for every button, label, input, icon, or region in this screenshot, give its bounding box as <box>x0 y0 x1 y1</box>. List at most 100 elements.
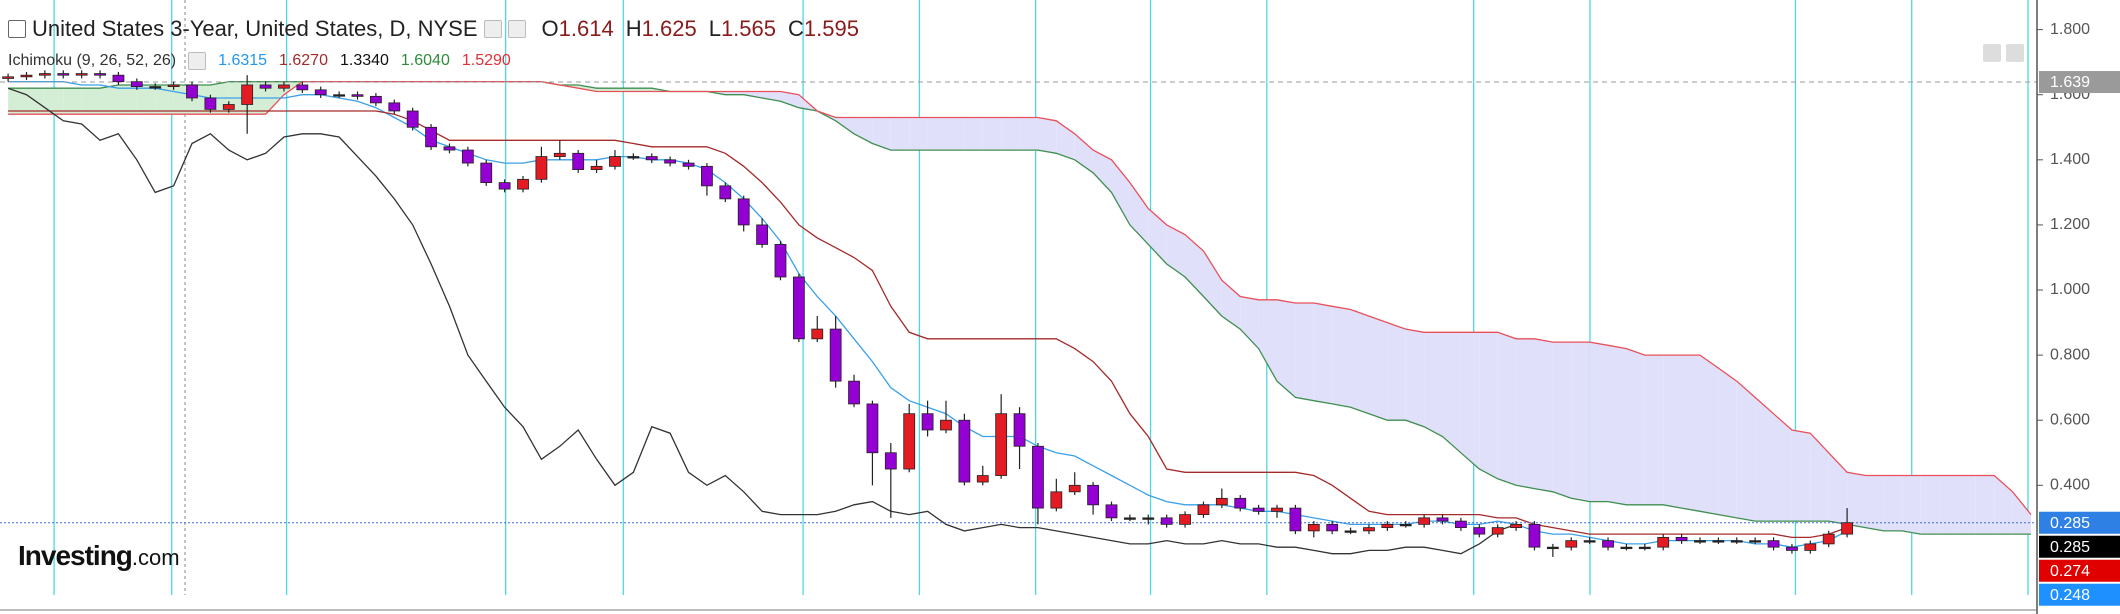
cloud-segment <box>1975 475 1995 535</box>
cloud-segment <box>1295 303 1314 401</box>
cloud-segment <box>890 117 910 151</box>
candle-body <box>1307 523 1320 532</box>
cloud-segment <box>1681 355 1700 512</box>
cloud-segment <box>1939 475 1958 535</box>
price-tag <box>2039 511 2120 534</box>
candle-body <box>1638 546 1651 550</box>
candle-body <box>498 182 511 190</box>
indicator-legend: Ichimoku (9, 26, 52, 26) 1.6315 1.6270 1.3… <box>8 52 511 70</box>
candle-body <box>645 156 658 161</box>
cloud-segment <box>596 88 615 92</box>
candle-body <box>976 475 989 483</box>
y-tick-label: 1.200 <box>2050 216 2090 233</box>
cloud-segment <box>1001 117 1020 151</box>
cloud-segment <box>1773 413 1792 522</box>
candle-body <box>2 76 14 79</box>
candle-body <box>1694 540 1706 543</box>
indicator-line <box>7 87 1517 555</box>
cloud-segment <box>8 88 27 115</box>
ohlc: O1.614 H1.625 L1.565 C1.595 <box>542 16 859 42</box>
cloud-segment <box>1387 322 1406 421</box>
cloud-segment <box>1093 150 1112 193</box>
cloud-segment <box>725 91 744 95</box>
candle-body <box>1436 517 1449 522</box>
candle-body <box>1602 540 1614 548</box>
candle-body <box>1565 540 1578 548</box>
settings-icon[interactable] <box>507 20 526 38</box>
collapse-icon[interactable] <box>8 20 26 38</box>
candle-body <box>609 156 621 167</box>
cloud-segment <box>1810 433 1829 522</box>
candle-body <box>1491 527 1504 535</box>
candle-body <box>222 104 235 110</box>
candle-body <box>995 413 1008 476</box>
cloud-segment <box>835 117 855 134</box>
cloud-segment <box>1203 250 1222 317</box>
candle-body <box>1087 484 1100 506</box>
cloud-segment <box>1479 332 1498 479</box>
candle-body <box>737 198 750 226</box>
candle-body <box>921 413 934 431</box>
cloud-segment <box>1718 368 1737 518</box>
candle-body <box>572 152 585 170</box>
cloud-segment <box>780 91 799 108</box>
candle-body <box>75 73 88 76</box>
candle-body <box>94 73 106 76</box>
ohlc-value: 1.595 <box>803 16 859 41</box>
cloud-segment <box>1865 475 1884 531</box>
candle-body <box>1234 497 1247 509</box>
cloud-segment <box>136 84 156 115</box>
candle-body <box>553 152 566 157</box>
indicator-value: 1.5290 <box>461 52 511 69</box>
cloud-segment <box>63 88 82 115</box>
ohlc-label: L <box>708 16 721 41</box>
cloud-segment <box>118 84 137 115</box>
candle-body <box>1032 445 1044 509</box>
cloud-segment <box>1277 299 1296 398</box>
cloud-segment <box>1644 355 1664 505</box>
candle-body <box>296 84 309 91</box>
price-tag-label: 0.285 <box>2050 515 2090 532</box>
cloud-segment <box>1240 296 1259 349</box>
candle-body <box>369 95 382 104</box>
candle-body <box>461 149 474 164</box>
candle-body <box>406 110 419 128</box>
candle-body <box>1767 540 1780 548</box>
cloud-segment <box>1828 452 1848 525</box>
cloud-segment <box>1497 332 1517 486</box>
cloud-segment <box>854 117 873 144</box>
ohlc-label: C <box>788 16 804 41</box>
cloud-segment <box>1883 475 1903 531</box>
candle-body <box>1271 507 1283 512</box>
cloud-segment <box>1902 475 1921 535</box>
candle-body <box>1050 491 1063 509</box>
candle-body <box>535 156 548 180</box>
price-tag-label: 0.285 <box>2050 539 2090 556</box>
candle-body <box>829 328 842 382</box>
settings-icon[interactable] <box>188 52 207 70</box>
candle-body <box>1510 523 1522 529</box>
candle-body <box>1730 540 1743 543</box>
logo: Investing.com <box>18 540 180 572</box>
candle-body <box>278 84 290 89</box>
candle-body <box>958 419 971 483</box>
cloud-segment <box>81 88 101 115</box>
indicator-label: Ichimoku (9, 26, 52, 26) <box>8 52 177 69</box>
cloud-segment <box>1332 306 1351 408</box>
cloud-segment <box>1699 355 1719 515</box>
settings-icon[interactable] <box>483 20 502 38</box>
price-tag <box>2039 559 2120 582</box>
candle-body <box>884 452 897 470</box>
candle-body <box>1620 546 1633 550</box>
cloud-segment <box>927 117 946 151</box>
cloud-segment <box>1442 332 1461 453</box>
price-tag <box>2039 583 2120 606</box>
candle-body <box>719 185 732 200</box>
candle-body <box>1105 504 1118 519</box>
y-tick-label: 0.600 <box>2050 411 2090 428</box>
toolbar-icon <box>1983 44 2001 62</box>
candle-body <box>57 73 70 76</box>
candle-body <box>1675 536 1688 542</box>
